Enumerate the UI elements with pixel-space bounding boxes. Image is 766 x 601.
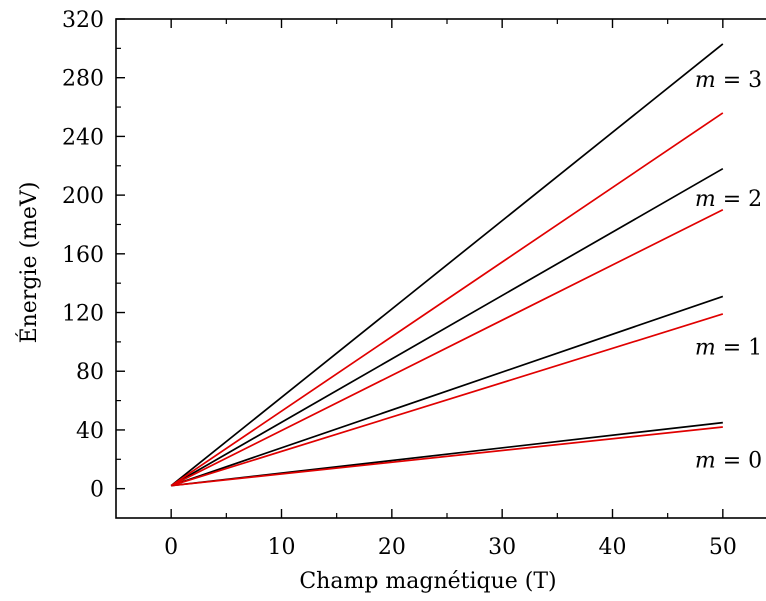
series-line-7: [170, 43, 724, 487]
y-tick-label: 240: [62, 125, 104, 150]
series-line-6: [170, 209, 724, 487]
y-axis-ticks: 0 40 80 120 160 200 240 280 320: [62, 8, 125, 503]
x-tick-label: 0: [164, 535, 178, 560]
series-line-4: [170, 313, 724, 487]
series-layer: [170, 43, 724, 487]
y-tick-label: 120: [62, 302, 104, 327]
x-tick-label: 30: [488, 535, 516, 560]
series-line-2: [171, 426, 723, 487]
y-tick-label: 280: [62, 67, 104, 92]
level-annotation-3: m = 0: [695, 448, 762, 473]
y-tick-label: 160: [62, 243, 104, 268]
y-tick-label: 80: [76, 360, 104, 385]
x-tick-label: 20: [378, 535, 406, 560]
level-annotation-1: m = 2: [695, 187, 762, 212]
x-axis-ticks: 0 10 20 30 40 50: [164, 19, 737, 560]
y-tick-label: 0: [90, 478, 104, 503]
series-line-5: [170, 167, 724, 487]
y-axis-label: Énergie (meV): [15, 182, 42, 344]
series-line-3: [170, 295, 724, 487]
x-tick-label: 10: [268, 535, 296, 560]
x-tick-label: 50: [709, 535, 737, 560]
annotations: m = 3 m = 2 m = 1 m = 0: [695, 68, 762, 473]
plot-frame: [115, 18, 766, 519]
level-annotation-0: m = 3: [695, 68, 762, 93]
y-tick-label: 200: [62, 184, 104, 209]
y-tick-label: 320: [62, 8, 104, 33]
x-axis-label: Champ magnétique (T): [299, 569, 556, 594]
y-tick-label: 40: [76, 419, 104, 444]
series-line-8: [170, 112, 724, 487]
x-tick-label: 40: [599, 535, 627, 560]
level-annotation-2: m = 1: [695, 335, 762, 360]
